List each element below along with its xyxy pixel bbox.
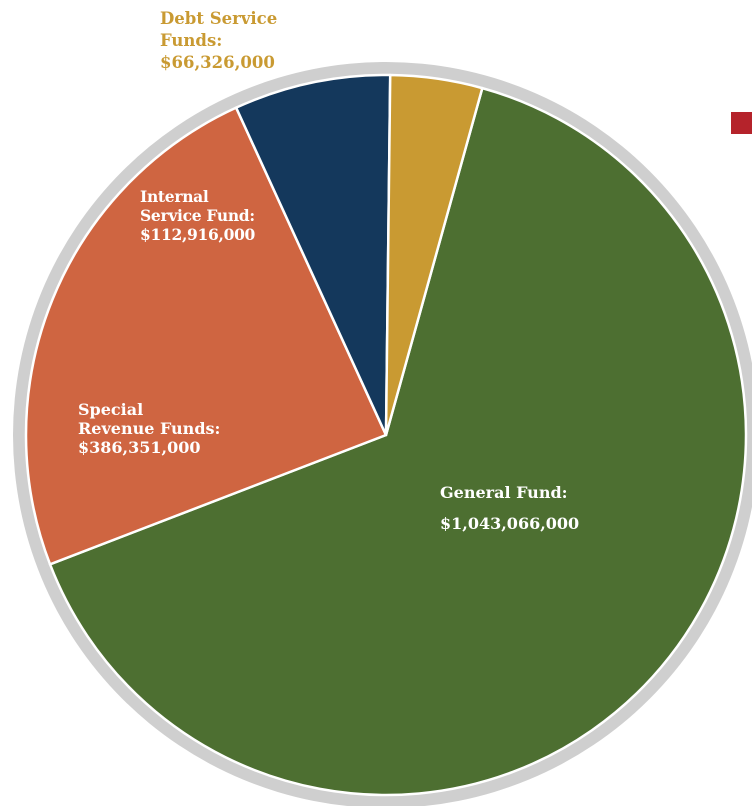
- slice-label-internal-service-fund: Internal Service Fund: $112,916,000: [140, 187, 255, 244]
- slice-label-debt-service-funds: Debt Service Funds: $66,326,000: [160, 8, 277, 74]
- special-revenue-value: $386,351,000: [78, 438, 201, 457]
- internal-service-name-line1: Internal: [140, 187, 209, 206]
- slice-label-general-fund: General Fund: $1,043,066,000: [440, 477, 579, 539]
- pie-slice-debt-service-funds: [384, 73, 484, 437]
- debt-service-value: $66,326,000: [160, 53, 275, 72]
- pie-slice-internal-service-fund: [234, 73, 392, 437]
- pie-slice-general-fund: [48, 86, 748, 797]
- pie-slice-special-revenue-funds: [24, 106, 388, 566]
- special-revenue-name-line1: Special: [78, 400, 144, 419]
- general-fund-name: General Fund:: [440, 483, 568, 502]
- slice-label-special-revenue-funds: Special Revenue Funds: $386,351,000: [78, 400, 220, 457]
- decorative-red-block: [731, 112, 752, 134]
- internal-service-value: $112,916,000: [140, 225, 256, 244]
- debt-service-name-line2: Funds:: [160, 31, 223, 50]
- internal-service-name-line2: Service Fund:: [140, 206, 255, 225]
- pie-slices: [24, 73, 748, 797]
- general-fund-value: $1,043,066,000: [440, 514, 580, 533]
- special-revenue-name-line2: Revenue Funds:: [78, 419, 221, 438]
- debt-service-name-line1: Debt Service: [160, 9, 278, 28]
